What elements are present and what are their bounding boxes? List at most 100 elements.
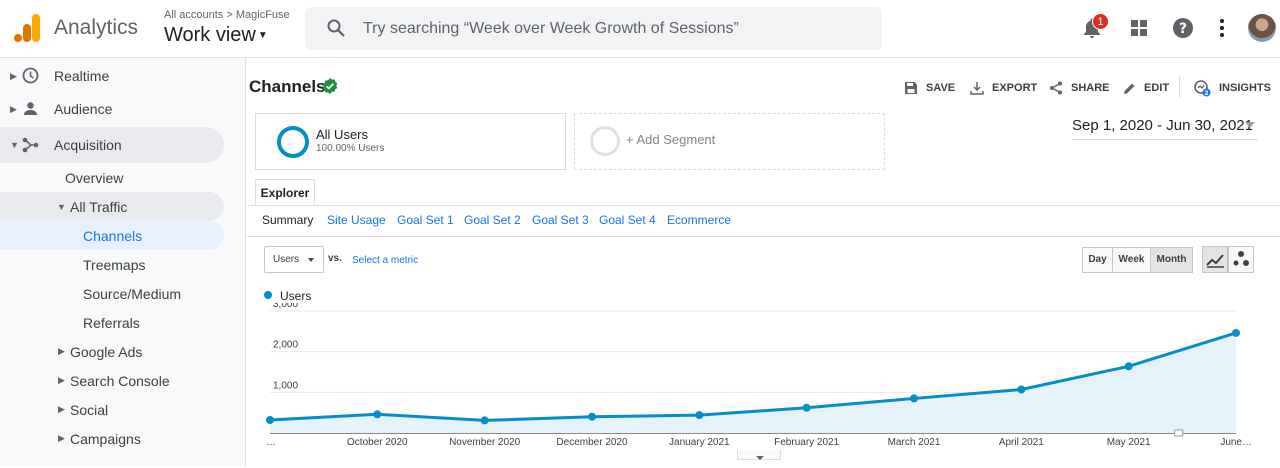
sidebar-item-referrals[interactable]: Referrals bbox=[0, 308, 224, 337]
sidebar-item-channels[interactable]: Channels bbox=[0, 221, 224, 250]
date-range-picker[interactable]: Sep 1, 2020 - Jun 30, 2021 bbox=[1072, 117, 1253, 134]
svg-text:?: ? bbox=[1179, 21, 1187, 37]
caret-right-icon: ▶ bbox=[58, 375, 65, 385]
sidebar-item-label: Overview bbox=[65, 169, 124, 186]
export-label: EXPORT bbox=[992, 82, 1038, 94]
caret-right-icon: ▶ bbox=[10, 70, 17, 81]
acquisition-icon bbox=[22, 137, 39, 153]
data-point[interactable] bbox=[588, 412, 596, 421]
sidebar-item-search-console[interactable]: ▶ Search Console bbox=[0, 366, 224, 395]
data-point[interactable] bbox=[1017, 385, 1026, 394]
sidebar-item-acquisition[interactable]: ▼ Acquisition bbox=[0, 127, 224, 163]
date-underline bbox=[1072, 139, 1258, 140]
subtab-goal-set-3[interactable]: Goal Set 3 bbox=[532, 213, 589, 227]
sidebar-item-label: Social bbox=[70, 401, 109, 418]
insights-button[interactable]: 2 INSIGHTS bbox=[1193, 79, 1271, 97]
sidebar-item-label: Google Ads bbox=[70, 343, 143, 360]
apps-grid-icon[interactable] bbox=[1127, 16, 1151, 40]
caret-right-icon: ▶ bbox=[58, 346, 65, 356]
segment-ring-icon bbox=[277, 126, 309, 158]
x-tick-label: December 2020 bbox=[556, 437, 628, 448]
app-name: Analytics bbox=[54, 16, 139, 39]
month-button[interactable]: Month bbox=[1150, 247, 1193, 273]
add-segment-button[interactable]: + Add Segment bbox=[574, 113, 885, 170]
caret-down-icon: ▼ bbox=[10, 140, 19, 150]
export-button[interactable]: EXPORT bbox=[970, 79, 1037, 97]
line-chart-toggle[interactable] bbox=[1202, 246, 1228, 273]
caret-right-icon: ▶ bbox=[58, 404, 65, 414]
sidebar-item-source-medium[interactable]: Source/Medium bbox=[0, 279, 224, 308]
data-point[interactable] bbox=[802, 403, 811, 412]
page-title: Channels bbox=[249, 77, 326, 96]
x-tick-label: January 2021 bbox=[669, 437, 730, 448]
data-point[interactable] bbox=[266, 415, 274, 424]
insights-icon: 2 bbox=[1194, 80, 1211, 97]
x-tick-label: May 2021 bbox=[1107, 437, 1151, 448]
sidebar-item-label: Source/Medium bbox=[83, 285, 182, 302]
caret-down-icon: ▼ bbox=[57, 201, 66, 212]
metric-selected: Users bbox=[273, 254, 300, 265]
share-button[interactable]: SHARE bbox=[1049, 79, 1110, 97]
search-placeholder[interactable]: Try searching “Week over Week Growth of … bbox=[363, 20, 739, 37]
sidebar-item-realtime[interactable]: ▶ Realtime bbox=[0, 58, 224, 94]
metric-select[interactable]: Users bbox=[264, 246, 324, 273]
search-icon bbox=[327, 19, 345, 37]
more-vert-icon[interactable] bbox=[1210, 16, 1234, 40]
day-button[interactable]: Day bbox=[1082, 247, 1113, 273]
data-point[interactable] bbox=[373, 410, 382, 419]
subtab-goal-set-2[interactable]: Goal Set 2 bbox=[464, 213, 521, 227]
save-icon bbox=[905, 82, 917, 94]
data-point[interactable] bbox=[1124, 362, 1133, 371]
sidebar-item-social[interactable]: ▶ Social bbox=[0, 395, 224, 424]
search-box[interactable]: Try searching “Week over Week Growth of … bbox=[305, 7, 882, 50]
subtab-goal-set-4[interactable]: Goal Set 4 bbox=[599, 213, 656, 227]
account-breadcrumb[interactable]: All accounts > MagicFuse bbox=[164, 9, 290, 21]
view-selector[interactable]: Work view ▼ bbox=[164, 24, 268, 47]
save-button[interactable]: SAVE bbox=[904, 79, 955, 97]
users-line-chart: 1,000 2,000 3,000 … October 2020 November 202… bbox=[266, 303, 1252, 448]
date-caret-down-icon[interactable] bbox=[1245, 122, 1255, 128]
caret-right-icon: ▶ bbox=[58, 433, 65, 443]
motion-chart-toggle[interactable] bbox=[1228, 246, 1254, 273]
sidebar-item-overview[interactable]: Overview bbox=[0, 163, 224, 192]
data-point[interactable] bbox=[910, 394, 918, 403]
avatar[interactable] bbox=[1248, 14, 1276, 42]
sidebar-item-label: Audience bbox=[54, 101, 113, 117]
segment-all-users[interactable]: All Users 100.00% Users bbox=[255, 113, 566, 170]
breadcrumb-root[interactable]: All accounts bbox=[164, 9, 224, 21]
sidebar-item-treemaps[interactable]: Treemaps bbox=[0, 250, 224, 279]
x-tick-label: March 2021 bbox=[888, 437, 941, 448]
subtab-site-usage[interactable]: Site Usage bbox=[327, 213, 386, 227]
breadcrumb-property[interactable]: MagicFuse bbox=[235, 9, 290, 21]
week-button[interactable]: Week bbox=[1112, 247, 1151, 273]
subtab-summary[interactable]: Summary bbox=[262, 213, 314, 227]
sidebar-item-campaigns[interactable]: ▶ Campaigns bbox=[0, 424, 224, 453]
x-tick-label: February 2021 bbox=[774, 437, 839, 448]
sidebar-item-audience[interactable]: ▶ Audience bbox=[0, 91, 224, 127]
vs-label: vs. bbox=[328, 253, 342, 264]
analytics-logo-icon[interactable] bbox=[14, 14, 40, 42]
save-label: SAVE bbox=[926, 82, 956, 94]
verified-check-icon bbox=[322, 78, 338, 94]
segment-name: All Users bbox=[316, 127, 369, 142]
annotation-marker[interactable] bbox=[1174, 429, 1184, 437]
data-point[interactable] bbox=[1232, 328, 1240, 337]
insights-label: INSIGHTS bbox=[1219, 82, 1271, 94]
segment-subtitle: 100.00% Users bbox=[316, 143, 385, 154]
select-metric-link[interactable]: Select a metric bbox=[352, 255, 419, 266]
edit-button[interactable]: EDIT bbox=[1123, 79, 1169, 97]
edit-label: EDIT bbox=[1144, 82, 1170, 94]
help-icon[interactable]: ? bbox=[1171, 16, 1195, 40]
subtab-goal-set-1[interactable]: Goal Set 1 bbox=[397, 213, 454, 227]
sidebar-item-google-ads[interactable]: ▶ Google Ads bbox=[0, 337, 224, 366]
subtab-ecommerce[interactable]: Ecommerce bbox=[667, 213, 732, 227]
legend-label[interactable]: Users bbox=[280, 289, 312, 303]
tab-explorer[interactable]: Explorer bbox=[255, 179, 315, 206]
chart-resize-handle[interactable] bbox=[737, 450, 781, 460]
data-point[interactable] bbox=[695, 411, 704, 420]
data-point[interactable] bbox=[480, 416, 489, 425]
sidebar-item-all-traffic[interactable]: ▼ All Traffic bbox=[0, 192, 224, 221]
sidebar: ▶ Realtime ▶ Audience ▼ Acquisition Over… bbox=[0, 58, 246, 466]
notification-badge: 1 bbox=[1092, 13, 1109, 30]
line-chart-icon bbox=[1206, 254, 1224, 268]
